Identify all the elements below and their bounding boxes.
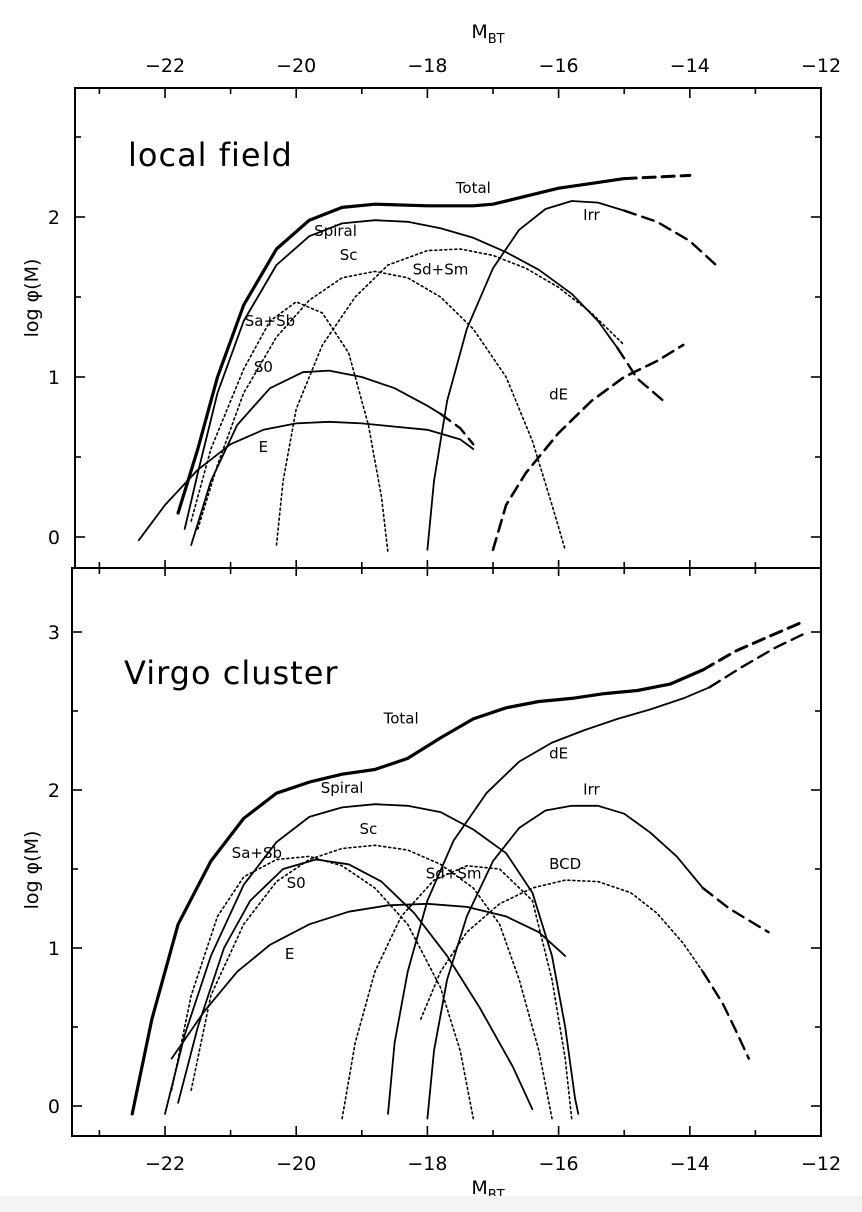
- curves-layer: [130, 173, 810, 1120]
- bottom-irr-curve: [426, 804, 704, 1120]
- top-total-label: Total: [455, 179, 491, 197]
- bottom-e-curve: [170, 902, 567, 1060]
- bottom-sd-sm-curve: [341, 865, 573, 1120]
- top-sd-sm-label: Sd+Sm: [413, 261, 469, 279]
- top-e-label: E: [259, 438, 268, 456]
- bottom-irr-curve-extrapolated: [701, 886, 770, 934]
- bottom-s0-label: S0: [287, 874, 306, 892]
- bottom-sd-sm-label: Sd+Sm: [426, 864, 482, 882]
- top-x-tick-label: −22: [145, 55, 185, 77]
- top-irr-curve-extrapolated: [623, 209, 718, 267]
- top-spiral-label: Spiral: [314, 222, 357, 240]
- top-de-curve: [491, 343, 685, 552]
- top-total-curve: [176, 177, 626, 515]
- bottom-total-label: Total: [383, 710, 419, 728]
- top-e-curve: [137, 420, 475, 542]
- top-sa-sb-label: Sa+Sb: [245, 312, 295, 330]
- top-y-tick-label: 2: [48, 207, 60, 229]
- bottom-spiral-curve: [164, 803, 580, 1115]
- top-s0-label: S0: [254, 358, 273, 376]
- bottom-spiral-label: Spiral: [321, 779, 364, 797]
- bottom-x-tick-label: −12: [801, 1153, 841, 1175]
- bottom-bcd-curve: [420, 879, 704, 1020]
- top-s0-curve-extrapolated: [439, 412, 475, 446]
- bottom-y-tick-label: 2: [48, 780, 60, 802]
- bottom-sa-sb-curve: [170, 855, 475, 1120]
- top-spiral-curve-extrapolated: [616, 347, 665, 403]
- bottom-total-curve: [130, 668, 705, 1116]
- top-irr-label: Irr: [583, 206, 600, 224]
- top-sc-curve: [197, 270, 566, 551]
- top-x-tick-label: −18: [407, 55, 447, 77]
- bottom-strip: [0, 1196, 862, 1212]
- bottom-e-label: E: [285, 945, 294, 963]
- top-panel-title: local field: [128, 136, 293, 174]
- bottom-total-curve-extrapolated: [701, 621, 803, 672]
- top-x-axis-title: MBT: [471, 21, 504, 47]
- bottom-y-tick-label: 0: [48, 1096, 60, 1118]
- top-de-label: dE: [549, 385, 568, 403]
- top-x-tick-label: −12: [801, 55, 841, 77]
- bottom-de-curve-extrapolated: [708, 630, 810, 689]
- top-sa-sb-curve: [190, 301, 389, 554]
- top-y-tick-label: 1: [48, 367, 60, 389]
- curve-labels-layer: Total Spiral Sc Sd+Sm Sa+Sb S0 E Irr dE Total Spir…: [232, 179, 601, 963]
- top-s0-curve: [190, 369, 442, 546]
- top-irr-curve: [426, 200, 626, 551]
- bottom-x-tick-label: −18: [407, 1153, 447, 1175]
- top-y-axis-title: log φ(M): [21, 259, 43, 338]
- bottom-x-tick-label: −14: [670, 1153, 710, 1175]
- bottom-x-tick-label: −20: [276, 1153, 316, 1175]
- bottom-x-tick-label: −16: [539, 1153, 579, 1175]
- top-x-tick-label: −14: [670, 55, 710, 77]
- top-total-curve-extrapolated: [622, 173, 692, 181]
- bottom-bcd-curve-extrapolated: [701, 970, 750, 1060]
- bottom-de-label: dE: [549, 744, 568, 762]
- bottom-sa-sb-label: Sa+Sb: [232, 844, 282, 862]
- bottom-y-axis-title: log φ(M): [21, 831, 43, 910]
- top-spiral-curve: [183, 219, 619, 530]
- bottom-sc-label: Sc: [359, 820, 377, 838]
- bottom-sc-curve: [190, 844, 553, 1120]
- bottom-s0-curve: [177, 858, 534, 1111]
- bottom-y-tick-label: 3: [48, 622, 60, 644]
- bottom-de-curve: [387, 686, 711, 1115]
- top-sc-label: Sc: [340, 246, 358, 264]
- ticks-layer: −22 −20 −18 −16 −14 −12 0 1 2 −22 −20 −18 −16 −14 −12 0…: [48, 55, 841, 1175]
- top-x-tick-label: −16: [539, 55, 579, 77]
- bottom-y-tick-label: 1: [48, 938, 60, 960]
- bottom-bcd-label: BCD: [549, 855, 581, 873]
- bottom-x-tick-label: −22: [145, 1153, 185, 1175]
- top-x-tick-label: −20: [276, 55, 316, 77]
- top-sd-sm-curve: [275, 248, 625, 546]
- bottom-panel-title: Virgo cluster: [124, 654, 339, 692]
- top-y-tick-label: 0: [48, 527, 60, 549]
- bottom-irr-label: Irr: [583, 781, 600, 799]
